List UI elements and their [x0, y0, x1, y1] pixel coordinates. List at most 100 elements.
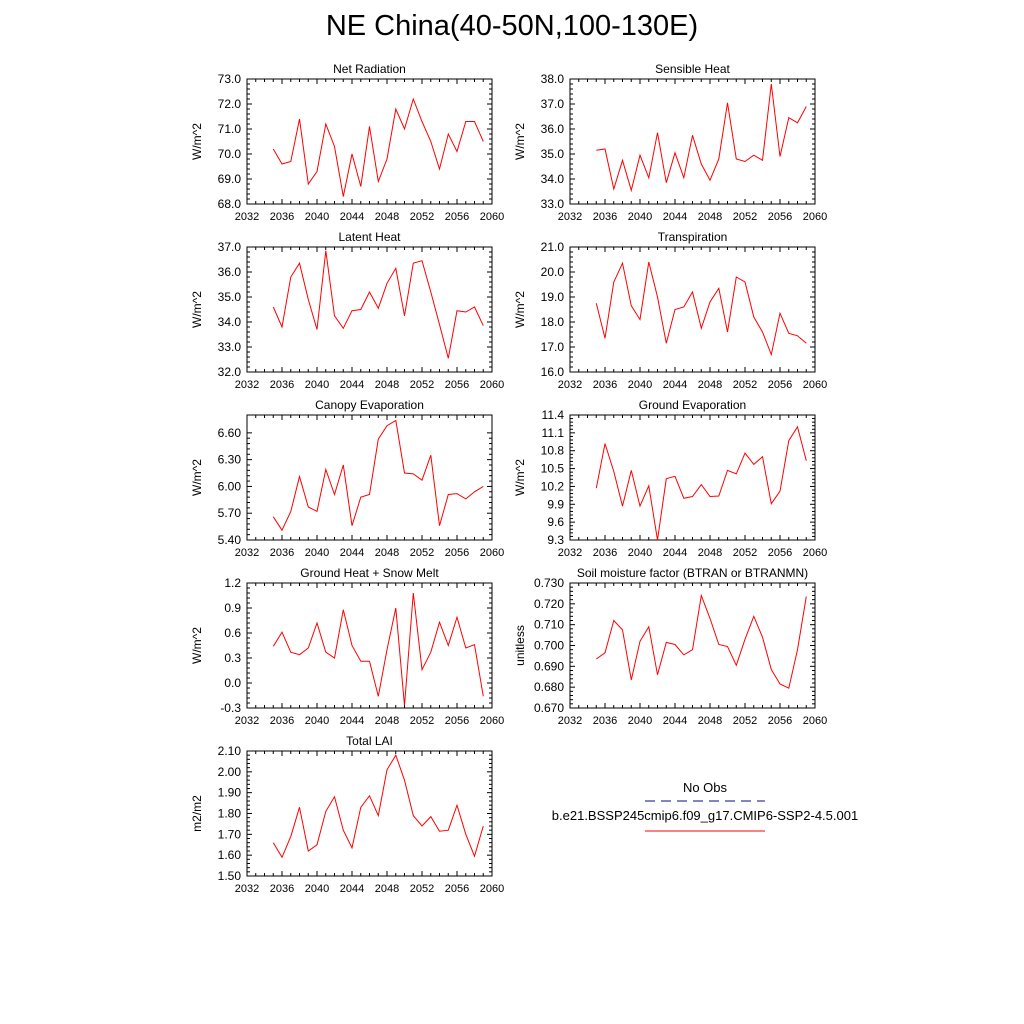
x-tick-label: 2044 [340, 211, 364, 223]
x-tick-label: 2036 [270, 379, 294, 391]
y-tick-label: 33.0 [218, 340, 242, 354]
x-tick-label: 2032 [235, 547, 259, 559]
x-tick-label: 2048 [698, 547, 722, 559]
chart-title: Transpiration [658, 230, 728, 244]
x-tick-label: 2036 [270, 715, 294, 727]
y-tick-label: 11.1 [542, 426, 565, 440]
x-tick-label: 2060 [480, 547, 504, 559]
y-tick-label: 36.0 [541, 122, 565, 136]
x-tick-label: 2048 [375, 379, 399, 391]
chart-panel: Canopy Evaporation W/m^2 2032 2036 2040 2044 2… [190, 398, 504, 559]
y-tick-label: 1.70 [218, 827, 242, 841]
y-tick-label: 70.0 [218, 147, 242, 161]
legend: No Obs b.e21.BSSP245cmip6.f09_g17.CMIP6-… [552, 780, 858, 832]
y-tick-label: 10.8 [541, 444, 565, 458]
x-tick-label: 2060 [803, 379, 827, 391]
y-axis-label: W/m^2 [513, 459, 527, 496]
y-tick-label: 10.5 [541, 462, 565, 476]
x-tick-label: 2044 [340, 883, 364, 895]
x-tick-label: 2056 [445, 379, 469, 391]
page-title: NE China(40-50N,100-130E) [325, 10, 699, 42]
x-tick-label: 2052 [733, 715, 757, 727]
x-tick-label: 2048 [375, 211, 399, 223]
y-tick-label: 1.80 [218, 807, 242, 821]
y-tick-label: 37.0 [218, 240, 242, 254]
chart-title: Ground Heat + Snow Melt [300, 566, 439, 580]
x-tick-label: 2036 [593, 379, 617, 391]
x-tick-label: 2032 [235, 379, 259, 391]
y-tick-label: 2.00 [218, 765, 242, 779]
y-tick-label: 0.680 [534, 680, 564, 694]
y-tick-label: 33.0 [541, 197, 565, 211]
y-tick-label: 16.0 [541, 365, 565, 379]
x-tick-label: 2044 [663, 379, 687, 391]
y-tick-label: 1.50 [218, 869, 242, 883]
x-tick-label: 2060 [803, 211, 827, 223]
y-tick-label: 34.0 [541, 172, 565, 186]
chart-panel: Total LAI m2/m2 2032 2036 2040 2044 2048 2052 20… [190, 734, 504, 895]
legend-model-label: b.e21.BSSP245cmip6.f09_g17.CMIP6-SSP2-4.… [552, 808, 858, 823]
x-tick-label: 2044 [663, 547, 687, 559]
y-tick-label: 71.0 [218, 122, 242, 136]
plot-frame [246, 750, 493, 877]
y-tick-label: 5.40 [218, 533, 242, 547]
x-tick-label: 2052 [410, 379, 434, 391]
y-tick-label: 6.60 [218, 426, 242, 440]
x-tick-label: 2048 [375, 547, 399, 559]
x-tick-label: 2052 [410, 547, 434, 559]
plot-frame [246, 246, 493, 373]
y-tick-label: 17.0 [541, 340, 565, 354]
x-tick-label: 2032 [235, 883, 259, 895]
y-tick-label: 10.2 [541, 479, 565, 493]
x-tick-label: 2032 [558, 379, 582, 391]
x-tick-label: 2044 [340, 547, 364, 559]
series-line [596, 593, 807, 689]
x-tick-label: 2036 [593, 211, 617, 223]
y-tick-label: 19.0 [541, 290, 565, 304]
y-tick-label: 6.00 [218, 479, 242, 493]
x-tick-label: 2056 [445, 547, 469, 559]
y-tick-label: 2.10 [218, 744, 242, 758]
x-tick-label: 2048 [375, 715, 399, 727]
y-tick-label: 6.30 [218, 453, 242, 467]
chart-panel: Sensible Heat W/m^2 2032 2036 2040 2044 2048 20… [513, 62, 827, 223]
series-line [272, 97, 484, 197]
chart-panel: Ground Heat + Snow Melt W/m^2 2032 2036 2040… [190, 566, 504, 727]
y-tick-label: 18.0 [541, 315, 565, 329]
plot-frame [246, 582, 493, 709]
x-tick-label: 2048 [698, 211, 722, 223]
series-line [595, 261, 807, 357]
x-tick-label: 2044 [340, 379, 364, 391]
x-tick-label: 2060 [480, 883, 504, 895]
plot-frame [569, 414, 816, 541]
x-tick-label: 2036 [270, 211, 294, 223]
y-tick-label: 0.710 [534, 618, 564, 632]
chart-title: Ground Evaporation [639, 398, 746, 412]
y-tick-label: 0.0 [224, 676, 241, 690]
x-tick-label: 2044 [340, 715, 364, 727]
x-tick-label: 2040 [305, 379, 329, 391]
x-tick-label: 2052 [410, 715, 434, 727]
plot-frame [246, 414, 493, 541]
x-tick-label: 2040 [628, 715, 652, 727]
x-tick-label: 2040 [305, 547, 329, 559]
x-tick-label: 2040 [305, 715, 329, 727]
y-tick-label: 0.730 [534, 576, 564, 590]
y-axis-label: unitless [513, 625, 527, 666]
x-tick-label: 2036 [593, 715, 617, 727]
y-tick-label: 9.9 [547, 497, 564, 511]
y-tick-label: 1.60 [218, 848, 242, 862]
series-line [272, 419, 484, 532]
plot-frame [569, 246, 816, 373]
x-tick-label: 2044 [663, 715, 687, 727]
x-tick-label: 2032 [558, 715, 582, 727]
x-tick-label: 2052 [410, 883, 434, 895]
y-tick-label: 34.0 [218, 315, 242, 329]
x-tick-label: 2052 [733, 211, 757, 223]
x-tick-label: 2056 [768, 211, 792, 223]
y-tick-label: 9.3 [547, 533, 564, 547]
y-tick-label: 5.70 [218, 506, 242, 520]
x-tick-label: 2048 [375, 883, 399, 895]
series-line [595, 425, 807, 541]
x-tick-label: 2052 [410, 211, 434, 223]
